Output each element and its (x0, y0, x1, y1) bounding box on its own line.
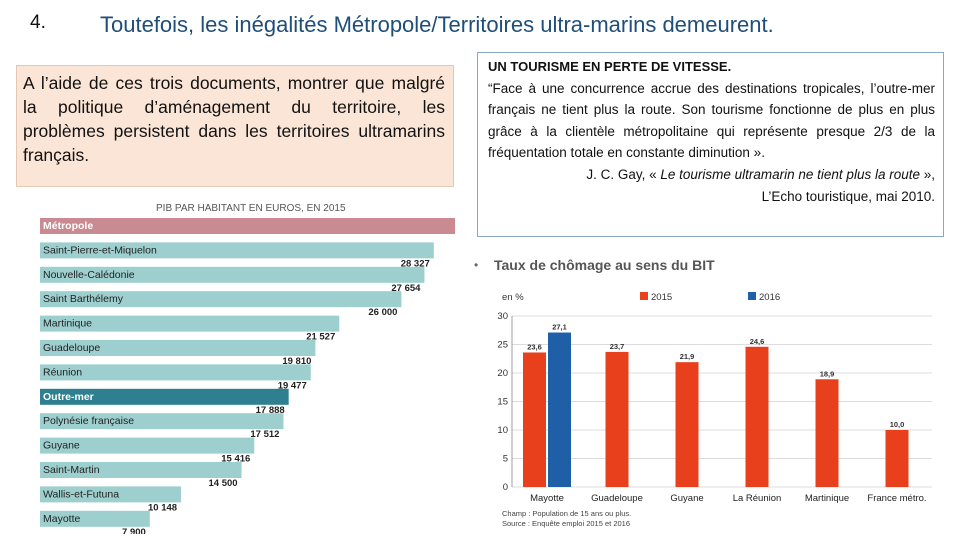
pib-bar (40, 437, 255, 454)
pib-value-label: 15 416 (221, 454, 250, 465)
bar-2015 (745, 346, 769, 487)
quote-source-title: Le tourisme ultramarin ne tient plus la … (660, 166, 920, 182)
quote-publication: L’Echo touristique, mai 2010. (761, 188, 935, 204)
pib-value-label: 26 000 (368, 307, 397, 318)
value-label-2015: 18,9 (820, 369, 835, 378)
pib-bar (40, 364, 311, 381)
pib-bar (40, 413, 284, 430)
bar-2015 (523, 352, 546, 487)
value-label-2015: 24,6 (750, 337, 765, 346)
y-tick-label: 15 (497, 397, 508, 408)
pib-category-label: Métropole (43, 220, 93, 232)
pib-value-label: 17 512 (250, 429, 279, 440)
pib-bar (40, 266, 425, 283)
bar-2015 (605, 351, 629, 487)
slide-number: 4. (30, 12, 46, 33)
chart-note: Champ : Population de 15 ans ou plus. (502, 509, 631, 518)
legend-label: 2016 (759, 292, 780, 303)
x-category-label: Martinique (805, 493, 849, 504)
slide-title: Toutefois, les inégalités Métropole/Terr… (100, 12, 774, 37)
pib-value-label: 29 857 (422, 234, 451, 245)
x-category-label: France métro. (867, 493, 926, 504)
value-label-2015: 21,9 (680, 352, 695, 361)
pib-category-label: Martinique (43, 318, 92, 330)
quote-heading: UN TOURISME EN PERTE DE VITESSE. (488, 59, 732, 74)
y-tick-label: 20 (497, 368, 508, 379)
y-tick-label: 5 (503, 454, 508, 465)
pib-category-label: Guadeloupe (43, 342, 100, 354)
chart-note: Source : Enquête emploi 2015 et 2016 (502, 519, 630, 528)
pib-value-label: 17 888 (256, 405, 285, 416)
unemployment-title: Taux de chômage au sens du BIT (494, 257, 715, 273)
pib-value-label: 19 810 (282, 356, 311, 367)
pib-bar (40, 340, 316, 356)
pib-bar (40, 486, 182, 503)
pib-value-label: 21 527 (306, 332, 335, 343)
pib-category-label: Nouvelle-Calédonie (43, 269, 135, 281)
bar-2015 (675, 362, 699, 487)
pib-value-label: 28 327 (401, 258, 430, 269)
pib-bar (40, 218, 456, 234)
value-label-2015: 23,6 (527, 342, 542, 351)
bar-2015 (885, 430, 909, 487)
quote-box: UN TOURISME EN PERTE DE VITESSE. “Face à… (477, 52, 944, 237)
pib-category-label: Mayotte (43, 513, 81, 525)
pib-category-label: Saint-Pierre-et-Miquelon (43, 244, 157, 256)
value-label-2015: 23,7 (610, 342, 625, 351)
pib-category-label: Réunion (43, 366, 82, 378)
x-category-label: Guadeloupe (591, 493, 643, 504)
pib-value-label: 7 900 (122, 527, 146, 534)
pib-bar (40, 291, 402, 308)
legend-swatch (748, 292, 756, 300)
legend-label: 2015 (651, 292, 672, 303)
pib-category-label: Wallis-et-Futuna (43, 488, 119, 500)
quote-source: J. C. Gay, « Le tourisme ultramarin ne t… (488, 164, 935, 186)
pib-value-label: 14 500 (209, 478, 238, 489)
value-label-2015: 10,0 (890, 420, 905, 429)
pib-chart: PIB PAR HABITANT EN EUROS, EN 2015 Métrop… (40, 203, 456, 534)
value-label-2016: 27,1 (552, 323, 567, 332)
bar-2016 (548, 332, 571, 487)
pib-bar (40, 242, 434, 259)
pib-bar (40, 315, 340, 332)
bullet: • (474, 258, 478, 272)
unemployment-ylabel: en % (502, 292, 524, 303)
task-text: A l’aide de ces trois documents, montrer… (23, 73, 445, 165)
x-category-label: Guyane (670, 493, 703, 504)
legend-swatch (640, 292, 648, 300)
pib-value-label: 19 477 (278, 380, 307, 391)
pib-bar (40, 462, 242, 478)
y-tick-label: 30 (497, 311, 508, 322)
y-tick-label: 0 (503, 482, 508, 493)
pib-category-label: Guyane (43, 440, 80, 452)
pib-bar (40, 388, 289, 405)
y-tick-label: 10 (497, 425, 508, 436)
x-category-label: La Réunion (733, 493, 782, 504)
bar-2015 (815, 379, 839, 487)
y-tick-label: 25 (497, 340, 508, 351)
pib-category-label: Polynésie française (43, 415, 134, 427)
pib-category-label: Saint Barthélemy (43, 293, 124, 305)
task-box: A l’aide de ces trois documents, montrer… (16, 65, 454, 187)
pib-value-label: 27 654 (391, 283, 421, 294)
pib-chart-title: PIB PAR HABITANT EN EUROS, EN 2015 (156, 203, 346, 214)
pib-category-label: Saint-Martin (43, 464, 100, 476)
pib-category-label: Outre-mer (43, 391, 94, 403)
quote-body: “Face à une concurrence accrue des desti… (488, 80, 935, 161)
quote-source-end: », (919, 166, 935, 182)
pib-bar (40, 510, 150, 527)
pib-value-label: 10 148 (148, 502, 177, 513)
quote-source-author: J. C. Gay, « (586, 166, 661, 182)
x-category-label: Mayotte (530, 493, 564, 504)
